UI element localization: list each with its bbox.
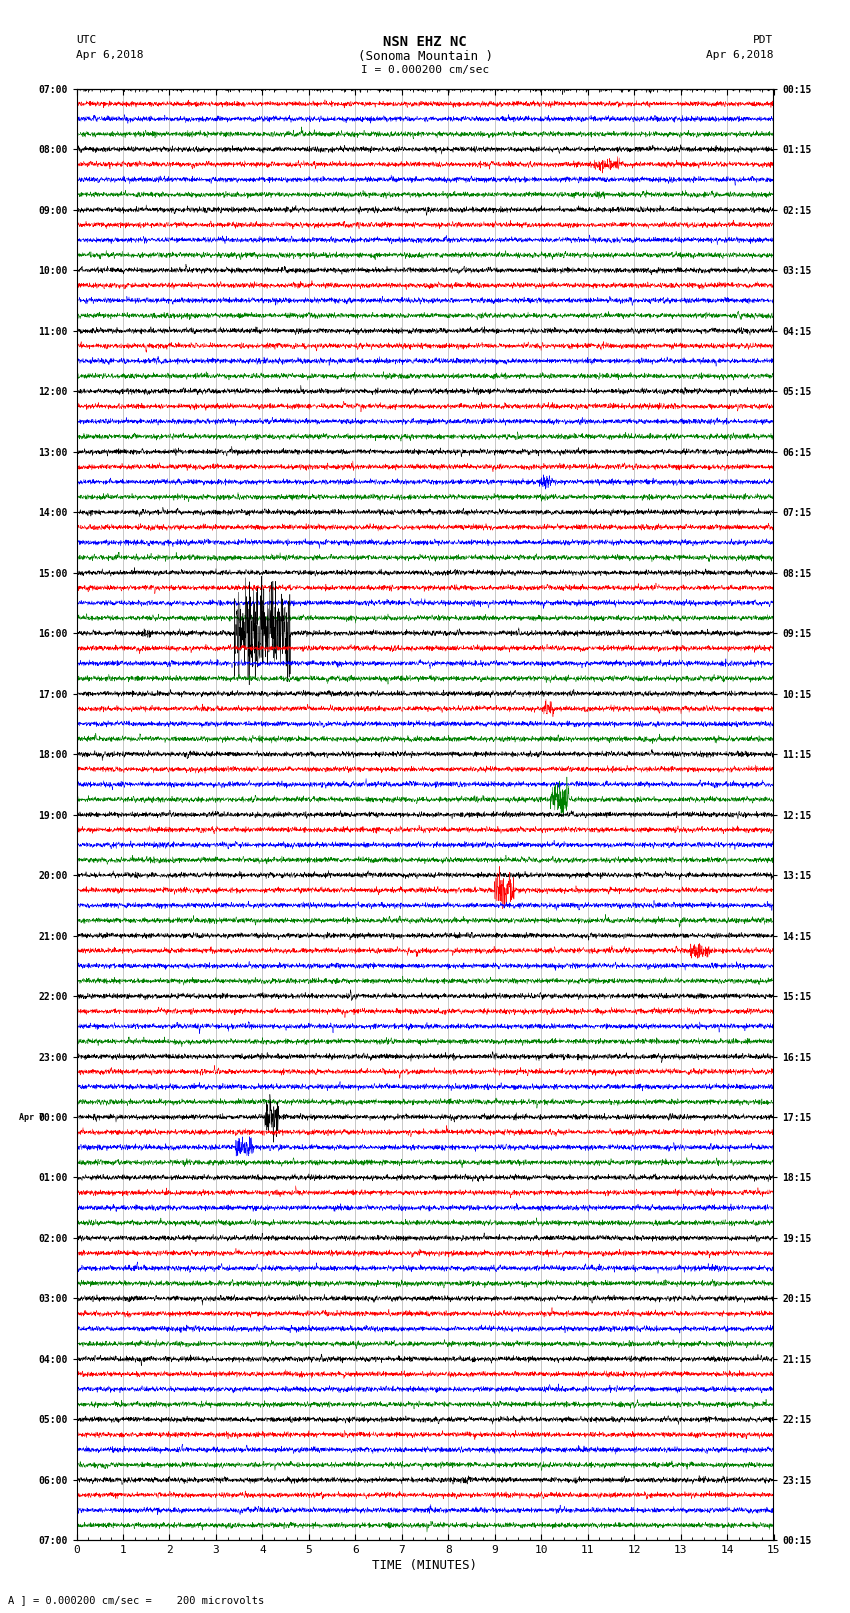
Text: I = 0.000200 cm/sec: I = 0.000200 cm/sec bbox=[361, 65, 489, 74]
X-axis label: TIME (MINUTES): TIME (MINUTES) bbox=[372, 1560, 478, 1573]
Text: UTC: UTC bbox=[76, 35, 97, 45]
Text: Apr 7: Apr 7 bbox=[19, 1113, 44, 1121]
Text: A ] = 0.000200 cm/sec =    200 microvolts: A ] = 0.000200 cm/sec = 200 microvolts bbox=[8, 1595, 264, 1605]
Text: Apr 6,2018: Apr 6,2018 bbox=[76, 50, 144, 60]
Text: (Sonoma Mountain ): (Sonoma Mountain ) bbox=[358, 50, 492, 63]
Text: PDT: PDT bbox=[753, 35, 774, 45]
Text: NSN EHZ NC: NSN EHZ NC bbox=[383, 35, 467, 50]
Text: Apr 6,2018: Apr 6,2018 bbox=[706, 50, 774, 60]
